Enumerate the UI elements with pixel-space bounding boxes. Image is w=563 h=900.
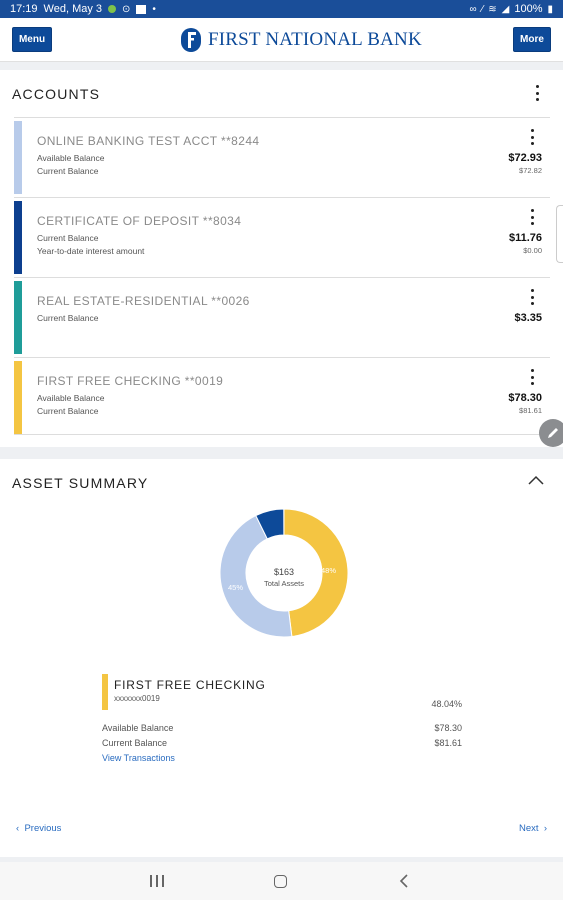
gallery-icon: [136, 4, 147, 14]
asset-detail-row-value: $81.61: [434, 738, 462, 748]
chevron-right-icon: ›: [543, 823, 547, 834]
previous-link[interactable]: ‹ Previous: [16, 823, 61, 834]
account-label-1: Available Balance: [37, 393, 105, 403]
donut-svg: [219, 508, 349, 638]
asset-summary-title: ASSET SUMMARY: [12, 475, 149, 491]
menu-button[interactable]: Menu: [12, 27, 52, 52]
slice-label-light: 45%: [228, 583, 244, 592]
signal-icon: ◢: [501, 3, 510, 15]
account-label-1: Available Balance: [37, 153, 105, 163]
donut-total-value: $163: [273, 567, 295, 577]
donut-total-label: Total Assets: [263, 579, 305, 588]
account-options-icon[interactable]: [526, 368, 538, 386]
recents-icon[interactable]: [150, 875, 164, 887]
home-icon[interactable]: [274, 875, 287, 888]
asset-detail-row: Current Balance $81.61: [102, 738, 462, 748]
account-options-icon[interactable]: [526, 128, 538, 146]
account-color-bar: [14, 281, 22, 354]
asset-detail-color-bar: [102, 674, 108, 710]
account-row[interactable]: FIRST FREE CHECKING **0019 Available Bal…: [14, 357, 550, 435]
view-transactions-link[interactable]: View Transactions: [102, 753, 175, 763]
system-nav-bar: [0, 862, 563, 900]
bank-logo: FIRST NATIONAL BANK: [180, 26, 422, 54]
chevron-left-icon: ‹: [16, 823, 20, 834]
next-label: Next: [519, 823, 539, 834]
mute-icon: ⁄: [481, 3, 484, 15]
wifi-icon: ≋: [488, 3, 497, 15]
donut-slice-0[interactable]: [283, 508, 349, 638]
pencil-icon: [548, 428, 558, 438]
more-button[interactable]: More: [513, 27, 551, 52]
account-color-bar: [14, 361, 22, 434]
alarm-icon: ⊙: [122, 3, 131, 15]
accounts-options-icon[interactable]: [531, 84, 543, 102]
account-label-1: Current Balance: [37, 313, 99, 323]
account-amount-1: $11.76: [508, 232, 542, 244]
account-amount-1: $3.35: [514, 312, 542, 324]
asset-detail-row-label: Current Balance: [102, 738, 168, 748]
account-options-icon[interactable]: [526, 288, 538, 306]
asset-detail-row-label: Available Balance: [102, 723, 174, 733]
asset-donut-chart[interactable]: $163 Total Assets 48% 45%: [219, 508, 349, 638]
donut-slice-1[interactable]: [219, 514, 293, 638]
account-name: CERTIFICATE OF DEPOSIT **8034: [37, 214, 242, 228]
account-row[interactable]: REAL ESTATE-RESIDENTIAL **0026 Current B…: [14, 277, 550, 354]
account-amount-2: $0.00: [523, 246, 542, 255]
previous-label: Previous: [24, 823, 62, 834]
account-row[interactable]: CERTIFICATE OF DEPOSIT **8034 Current Ba…: [14, 197, 550, 274]
asset-summary-card: ASSET SUMMARY $163 Total Assets 48% 45% …: [0, 459, 563, 857]
asset-detail-number: xxxxxxx0019: [114, 694, 160, 703]
account-amount-1: $78.30: [508, 392, 542, 404]
account-label-2: Current Balance: [37, 406, 99, 416]
asset-detail-percent: 48.04%: [431, 699, 462, 709]
account-color-bar: [14, 201, 22, 274]
account-label-2: Year-to-date interest amount: [37, 246, 145, 256]
chevron-up-icon[interactable]: [527, 474, 545, 486]
status-date: Wed, May 3: [43, 3, 103, 15]
account-name: REAL ESTATE-RESIDENTIAL **0026: [37, 294, 250, 308]
account-amount-2: $72.82: [519, 166, 542, 175]
accounts-card: ACCOUNTS ONLINE BANKING TEST ACCT **8244…: [0, 70, 563, 447]
account-amount-2: $81.61: [519, 406, 542, 415]
account-color-bar: [14, 121, 22, 194]
account-row[interactable]: ONLINE BANKING TEST ACCT **8244 Availabl…: [14, 117, 550, 194]
edit-button[interactable]: [539, 419, 563, 447]
battery-percent: 100%: [514, 3, 543, 15]
dot-icon: •: [152, 3, 156, 15]
asset-detail-name: FIRST FREE CHECKING: [114, 678, 266, 692]
side-panel-handle[interactable]: [556, 205, 563, 263]
battery-icon: ▮: [547, 3, 553, 15]
status-time: 17:19: [10, 3, 38, 15]
next-link[interactable]: Next ›: [519, 823, 547, 834]
bank-name: FIRST NATIONAL BANK: [208, 29, 422, 50]
slice-label-yellow: 48%: [321, 566, 337, 575]
status-bar: 17:19 Wed, May 3 ⊙ • ∞ ⁄ ≋ ◢ 100% ▮: [0, 0, 563, 18]
account-options-icon[interactable]: [526, 208, 538, 226]
back-icon[interactable]: [398, 874, 410, 888]
donut-slice-2[interactable]: [255, 508, 285, 540]
bank-logo-icon: [181, 28, 201, 52]
account-label-2: Current Balance: [37, 166, 99, 176]
asset-detail-row-value: $78.30: [434, 723, 462, 733]
account-label-1: Current Balance: [37, 233, 99, 243]
accounts-title: ACCOUNTS: [12, 86, 101, 102]
account-name: FIRST FREE CHECKING **0019: [37, 374, 224, 388]
asset-detail-row: Available Balance $78.30: [102, 723, 462, 733]
notification-dot-icon: [108, 5, 117, 13]
account-name: ONLINE BANKING TEST ACCT **8244: [37, 134, 260, 148]
account-amount-1: $72.93: [508, 152, 542, 164]
link-icon: ∞: [469, 3, 477, 15]
app-header: Menu FIRST NATIONAL BANK More: [0, 18, 563, 62]
